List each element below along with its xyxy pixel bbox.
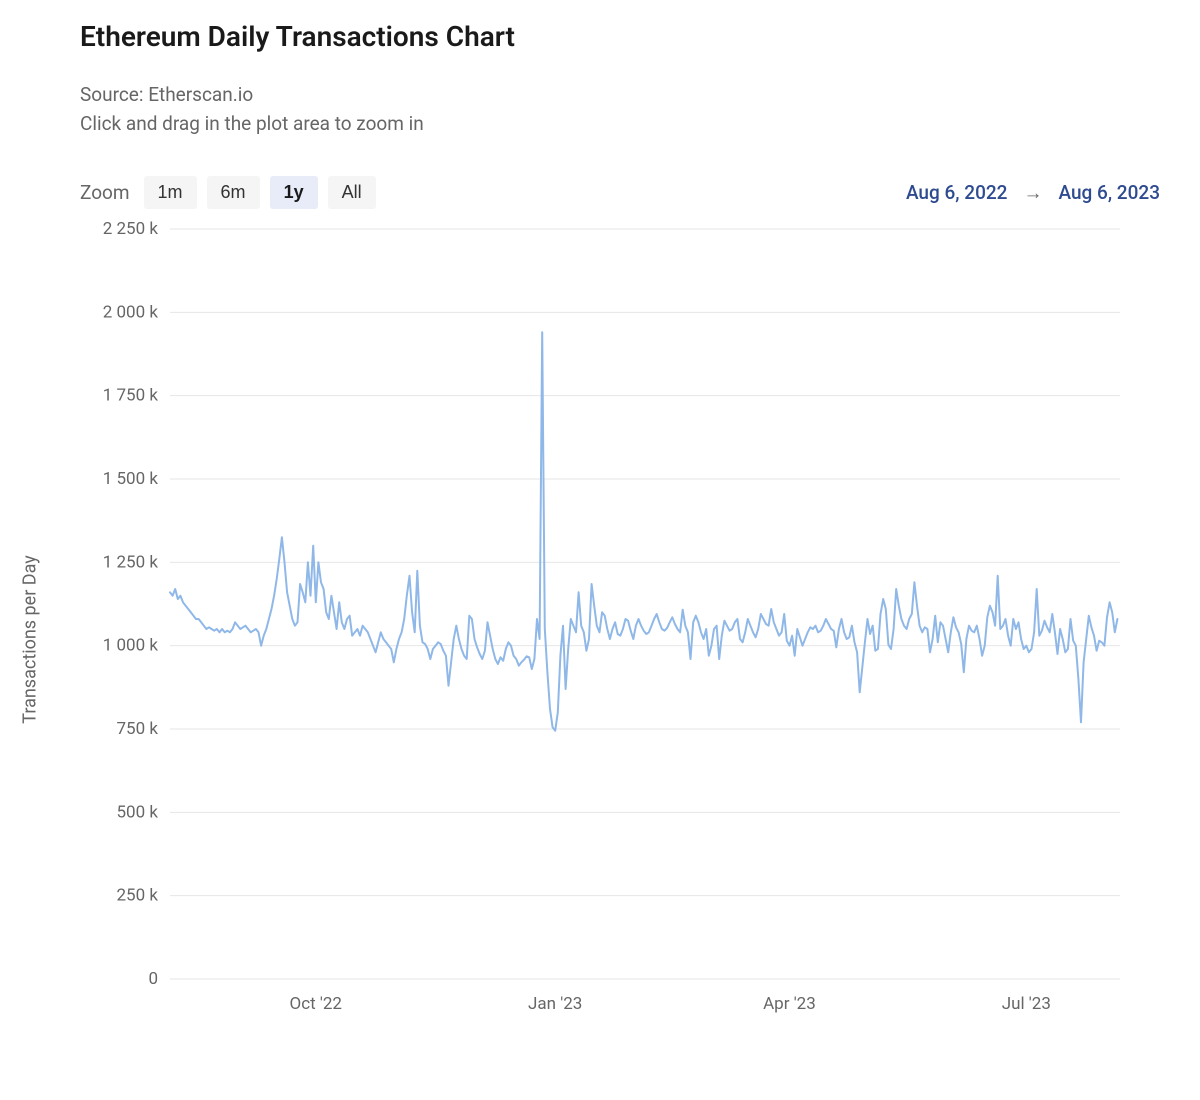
zoom-1y-button[interactable]: 1y — [270, 176, 318, 209]
svg-text:1 250 k: 1 250 k — [103, 552, 159, 572]
date-range: Aug 6, 2022 → Aug 6, 2023 — [906, 181, 1160, 205]
svg-text:500 k: 500 k — [117, 802, 159, 822]
zoom-label: Zoom — [80, 181, 130, 204]
svg-text:Oct '22: Oct '22 — [290, 994, 342, 1014]
zoom-button-group: Zoom 1m 6m 1y All — [80, 176, 376, 209]
svg-text:Jul '23: Jul '23 — [1002, 994, 1051, 1014]
chart-area[interactable]: Transactions per Day 0250 k500 k750 k1 0… — [40, 219, 1160, 1039]
zoom-1m-button[interactable]: 1m — [144, 176, 197, 209]
date-to[interactable]: Aug 6, 2023 — [1058, 181, 1160, 204]
svg-text:Jan '23: Jan '23 — [528, 994, 582, 1014]
svg-text:Apr '23: Apr '23 — [763, 994, 816, 1014]
svg-text:250 k: 250 k — [117, 886, 159, 906]
svg-text:2 250 k: 2 250 k — [103, 219, 159, 239]
svg-text:1 750 k: 1 750 k — [103, 386, 159, 406]
y-axis-label: Transactions per Day — [20, 555, 41, 724]
svg-text:1 500 k: 1 500 k — [103, 469, 159, 489]
subtitle-hint: Click and drag in the plot area to zoom … — [80, 110, 1160, 139]
chart-title: Ethereum Daily Transactions Chart — [80, 20, 1160, 53]
chart-svg[interactable]: 0 250 k 500 k 750 k 1 000 k 1 250 k 1 500 k 1 7… — [40, 219, 1120, 1039]
zoom-all-button[interactable]: All — [328, 176, 376, 209]
arrow-right-icon: → — [1023, 181, 1042, 205]
date-from[interactable]: Aug 6, 2022 — [906, 181, 1008, 204]
zoom-6m-button[interactable]: 6m — [207, 176, 260, 209]
svg-text:0: 0 — [148, 969, 158, 989]
chart-toolbar: Zoom 1m 6m 1y All Aug 6, 2022 → Aug 6, 2… — [80, 176, 1160, 209]
subtitle-source: Source: Etherscan.io — [80, 81, 1160, 110]
chart-subtitle: Source: Etherscan.io Click and drag in t… — [80, 81, 1160, 138]
svg-text:1 000 k: 1 000 k — [103, 636, 159, 656]
svg-text:750 k: 750 k — [117, 719, 159, 739]
svg-text:2 000 k: 2 000 k — [103, 302, 159, 322]
